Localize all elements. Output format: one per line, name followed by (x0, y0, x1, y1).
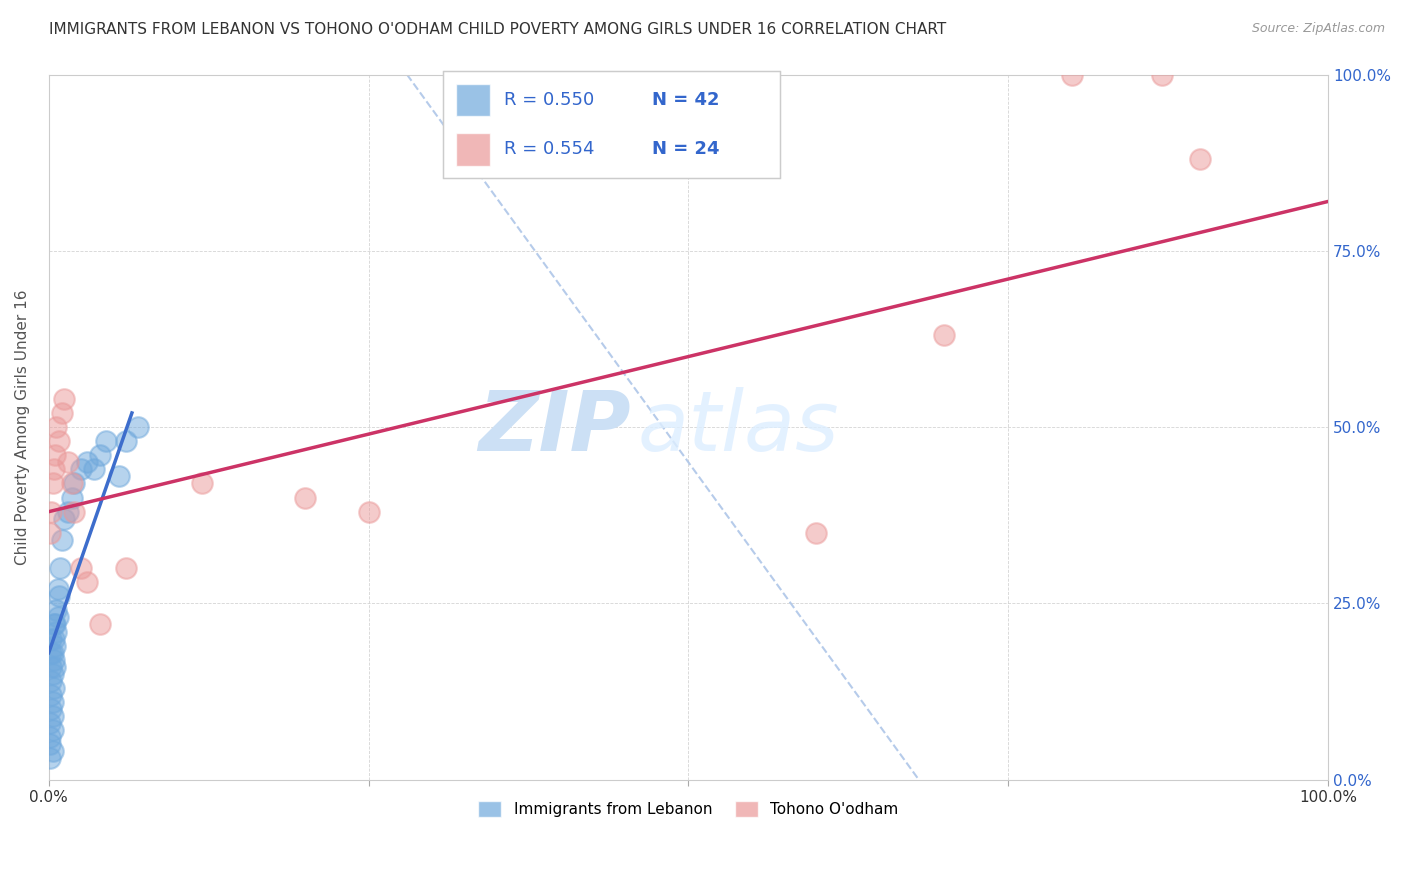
Point (41, 476, 63, 491)
Point (1150, 68, 1173, 82)
Y-axis label: Child Poverty Among Girls Under 16: Child Poverty Among Girls Under 16 (15, 289, 30, 565)
Point (41, 744, 63, 758)
Point (41, 666, 63, 681)
Point (39, 505, 62, 519)
Point (96, 434, 118, 449)
Point (44, 660, 66, 674)
Point (89, 617, 111, 632)
Point (39, 660, 62, 674)
Point (42, 653, 65, 667)
Point (1189, 152, 1212, 166)
Point (53, 512, 76, 526)
Point (1062, 68, 1084, 82)
Text: N = 24: N = 24 (652, 141, 720, 159)
Point (934, 328, 956, 343)
Point (56, 455, 79, 469)
Point (83, 462, 105, 476)
Point (108, 469, 131, 483)
Point (294, 491, 316, 505)
Point (69, 561, 91, 575)
Point (39, 731, 62, 745)
Point (48, 589, 70, 603)
Point (41, 723, 63, 738)
Point (60, 491, 83, 505)
Point (69, 462, 91, 476)
Text: atlas: atlas (637, 386, 839, 467)
Point (48, 434, 70, 449)
Text: ZIP: ZIP (478, 386, 631, 467)
Point (39, 673, 62, 688)
Point (114, 434, 136, 449)
Point (41, 646, 63, 660)
Point (63, 505, 86, 519)
Point (42, 632, 65, 646)
Point (39, 716, 62, 731)
Point (39, 751, 62, 765)
Point (63, 476, 86, 491)
Text: IMMIGRANTS FROM LEBANON VS TOHONO O'ODHAM CHILD POVERTY AMONG GIRLS UNDER 16 COR: IMMIGRANTS FROM LEBANON VS TOHONO O'ODHA… (49, 22, 946, 37)
Point (45, 624, 67, 639)
Point (44, 617, 66, 632)
Point (45, 420, 67, 434)
Point (39, 702, 62, 716)
Point (46, 582, 69, 597)
Point (114, 561, 136, 575)
Point (357, 505, 380, 519)
Text: R = 0.550: R = 0.550 (503, 91, 593, 109)
Point (51, 533, 73, 547)
FancyBboxPatch shape (457, 134, 491, 166)
Point (39, 737, 62, 751)
Point (76, 455, 98, 469)
Point (41, 709, 63, 723)
Point (46, 610, 69, 624)
Point (42, 681, 65, 695)
Point (39, 688, 62, 702)
Point (42, 462, 65, 476)
Point (76, 575, 98, 590)
Point (44, 448, 66, 462)
Point (806, 525, 828, 540)
Point (60, 476, 83, 491)
Legend: Immigrants from Lebanon, Tohono O'odham: Immigrants from Lebanon, Tohono O'odham (471, 794, 905, 825)
Point (53, 392, 76, 406)
Point (191, 476, 214, 491)
Point (41, 695, 63, 709)
Point (49, 561, 72, 575)
Text: N = 42: N = 42 (652, 91, 720, 109)
Point (51, 406, 73, 420)
Point (89, 448, 111, 462)
Point (39, 632, 62, 646)
Point (45, 603, 67, 617)
FancyBboxPatch shape (457, 84, 491, 116)
Point (44, 639, 66, 653)
Text: Source: ZipAtlas.com: Source: ZipAtlas.com (1251, 22, 1385, 36)
Point (39, 646, 62, 660)
Point (127, 420, 149, 434)
Point (42, 617, 65, 632)
Point (39, 525, 62, 540)
Text: R = 0.554: R = 0.554 (503, 141, 595, 159)
Point (56, 505, 79, 519)
